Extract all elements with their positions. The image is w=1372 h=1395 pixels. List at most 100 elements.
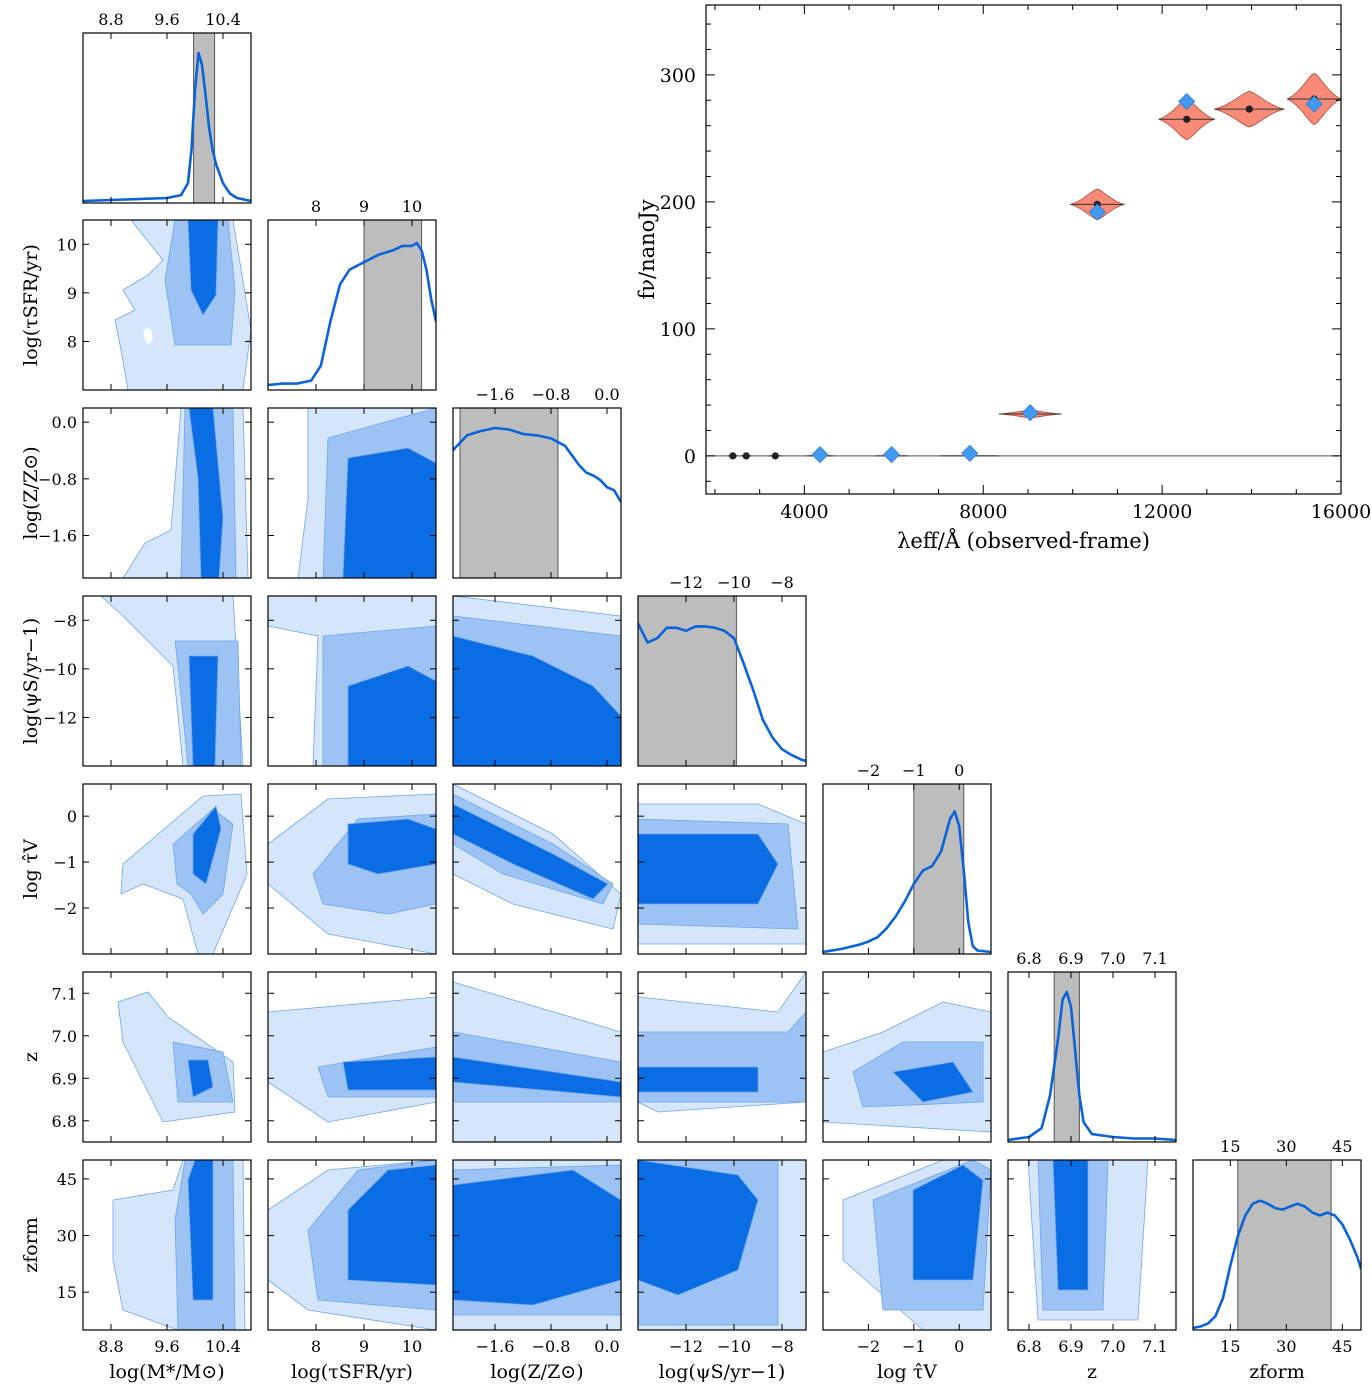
contour-1sigma	[638, 833, 779, 905]
panel-frame	[267, 1159, 437, 1331]
contour-1sigma	[347, 665, 436, 766]
contour-group	[453, 596, 621, 766]
top-tick-label: 45	[1332, 1137, 1352, 1156]
panel-frame	[1007, 1159, 1177, 1331]
credible-interval-band	[913, 784, 965, 954]
contour-group	[1027, 1160, 1149, 1321]
y-tick-label: 9	[67, 284, 77, 303]
contour-group	[453, 1160, 621, 1330]
contour-clip	[638, 972, 806, 1113]
observed-flux-3	[1021, 404, 1039, 422]
contour-panel-logtauV-vs-logtau	[267, 783, 437, 955]
x-axis-label-logtau: log(τSFR/yr)	[291, 1361, 413, 1383]
contour-group	[842, 1160, 991, 1330]
contour-clip	[268, 596, 436, 766]
top-tick-label: 0.0	[594, 385, 619, 404]
observed-flux-4	[1088, 203, 1106, 221]
panel-frame	[822, 783, 992, 955]
sed-x-axis-label: λeff/Å (observed-frame)	[897, 528, 1150, 553]
y-tick-label: 30	[57, 1227, 77, 1246]
top-tick-label: 6.8	[1016, 949, 1041, 968]
y-tick-label: 8	[67, 332, 77, 351]
y-tick-label: −8	[53, 611, 77, 630]
panel-frame	[637, 595, 807, 767]
panel-frame	[82, 971, 252, 1143]
contour-1sigma	[188, 408, 224, 578]
contour-1sigma	[347, 818, 436, 875]
sed-x-tick-label: 4000	[780, 501, 828, 523]
contour-1sigma	[638, 1160, 759, 1296]
observed-flux-5	[1178, 92, 1196, 111]
posterior-curve	[268, 241, 436, 387]
y-tick-label: 15	[57, 1283, 77, 1302]
panel-frame	[82, 407, 252, 579]
x-tick-label: −1.6	[476, 1337, 515, 1356]
credible-interval-band	[363, 220, 423, 390]
top-tick-label: −10	[717, 573, 751, 592]
observed-flux-2	[961, 444, 979, 462]
sed-x-tick-label: 16000	[1311, 501, 1371, 523]
contour-clip	[1027, 1160, 1149, 1321]
model-flux-0	[727, 452, 739, 460]
panel-frame	[452, 595, 622, 767]
y-tick-label: 10	[57, 235, 77, 254]
top-tick-label: −0.8	[532, 385, 571, 404]
posterior-curve	[638, 622, 806, 763]
x-axis-label-logpsiS: log(ψS/yr−1)	[659, 1361, 786, 1383]
panel-frame	[267, 595, 437, 767]
contour-1sigma	[188, 655, 219, 766]
panel-frame	[82, 595, 252, 767]
contour-1sigma	[892, 1061, 974, 1103]
contour-1sigma	[192, 805, 222, 885]
diag-panel-logM: 8.8 9.6 10.4	[82, 10, 252, 204]
panel-frame	[267, 971, 437, 1143]
contour-hole	[143, 328, 153, 344]
contour-clip	[842, 1160, 991, 1330]
contour-1sigma	[187, 1160, 214, 1301]
sed-y-tick-label: 300	[660, 65, 696, 87]
x-tick-label: 0	[954, 1337, 964, 1356]
contour-group	[100, 596, 244, 766]
contour-group	[638, 972, 806, 1113]
contour-panel-zform-vs-logpsiS: −12 −10 −8 log(ψS/yr−1)	[637, 1159, 807, 1383]
x-tick-label: 15	[1220, 1337, 1240, 1356]
contour-1sigma	[453, 1169, 621, 1306]
sed-x-tick-label: 8000	[959, 501, 1007, 523]
top-tick-label: 15	[1220, 1137, 1240, 1156]
y-axis-label-zform: zform	[20, 1217, 42, 1273]
sed-frame	[705, 4, 1342, 495]
contour-clip	[823, 1001, 991, 1133]
observed-flux-0	[811, 446, 829, 464]
contour-1sigma	[342, 447, 436, 578]
contour-panel-logZ-vs-logM: −1.6 −0.8 0.0 log(Z/Z⊙)	[20, 407, 252, 579]
y-tick-label: 45	[57, 1170, 77, 1189]
contour-clip	[100, 596, 244, 766]
contour-group	[120, 793, 248, 954]
panel-frame	[822, 971, 992, 1143]
contour-panel-z-vs-logM: 6.8 6.9 7.0 7.1 z	[20, 971, 252, 1143]
posterior-curve	[83, 51, 251, 203]
diag-panel-zform: 15 30 45 15 30 45 zform	[1192, 1137, 1362, 1383]
contour-panel-logtauV-vs-logpsiS	[637, 783, 807, 955]
contour-1sigma	[342, 1056, 436, 1091]
model-median-dot	[742, 452, 750, 460]
posterior-curve	[453, 426, 621, 503]
panel-frame	[267, 407, 437, 579]
x-tick-label: 0.0	[594, 1337, 619, 1356]
x-axis-label-logtauV: log τ̂V	[877, 1361, 937, 1383]
contour-clip	[297, 408, 436, 578]
model-flux-9	[1214, 90, 1285, 128]
diag-panel-logtauV: −2 −1 0	[822, 761, 992, 955]
sed-y-axis-label: fν/nanoJy	[635, 199, 659, 299]
observed-flux-6	[1305, 95, 1323, 113]
x-tick-label: 8	[311, 1337, 321, 1356]
contour-panel-logtauV-vs-logZ	[452, 783, 622, 955]
panel-frame	[452, 407, 622, 579]
panel-frame	[637, 1159, 807, 1331]
contour-panel-z-vs-logtau	[267, 971, 437, 1143]
contour-clip	[268, 793, 436, 954]
contour-1sigma	[912, 1164, 984, 1281]
x-axis-label-logZ: log(Z/Z⊙)	[490, 1361, 583, 1383]
model-flux-2	[768, 452, 783, 460]
corner-plot: 8.8 9.6 10.4 8 9 10 log(τSFR/yr) 8 9 10 −1.6 −0.8 0.…	[20, 10, 1362, 1383]
